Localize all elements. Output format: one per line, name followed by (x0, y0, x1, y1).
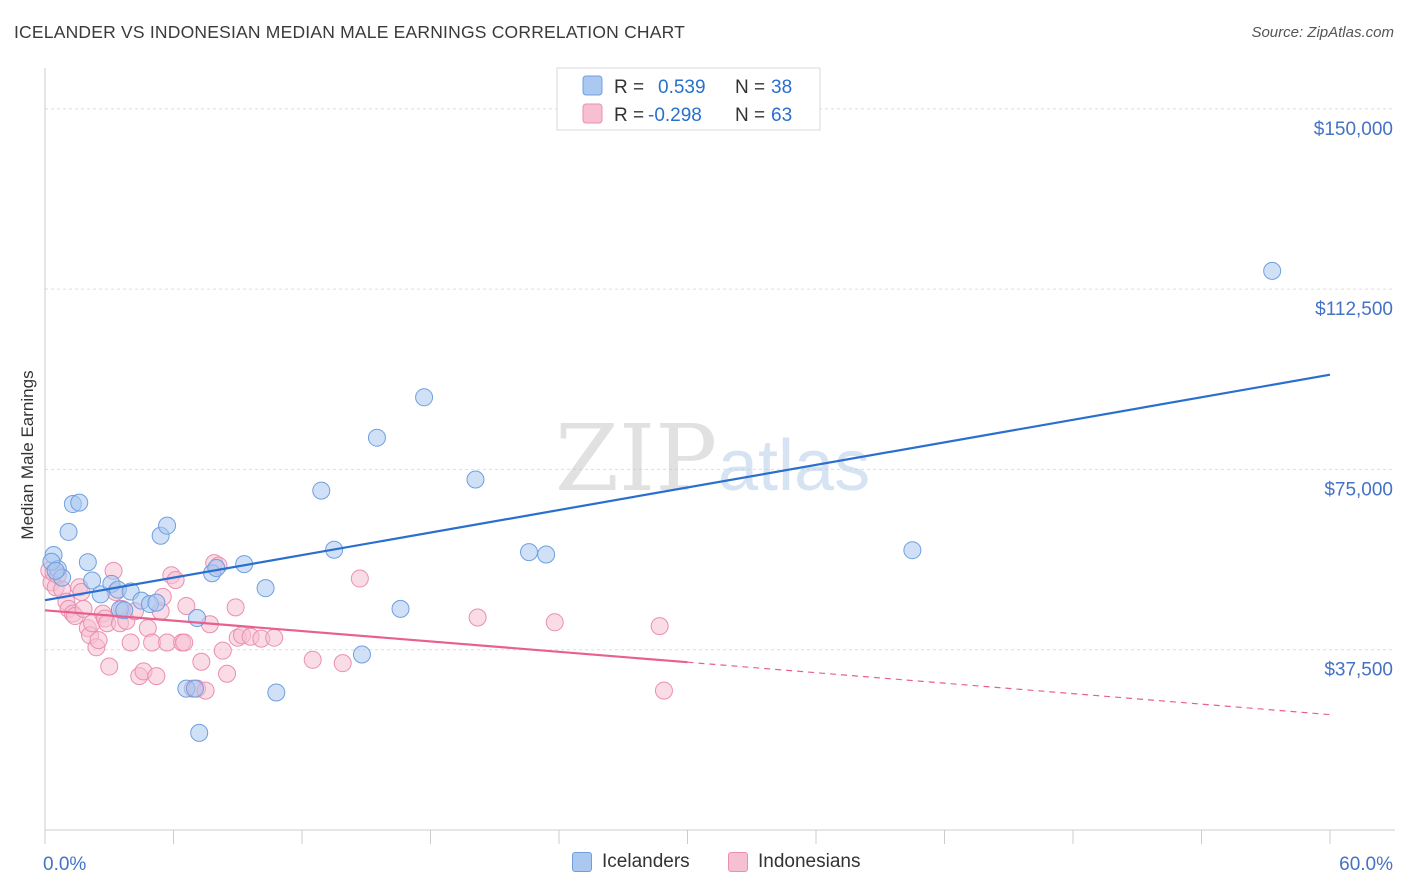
indonesians-trend-extension (687, 661, 1331, 716)
indonesian-point (175, 633, 194, 652)
icelander-point (537, 545, 556, 564)
icelander-point (267, 683, 286, 702)
bottom-legend: Icelanders Indonesians (0, 851, 1406, 877)
icelander-point (256, 579, 275, 598)
icelander-point (185, 679, 204, 698)
indonesian-point (177, 596, 196, 615)
indonesian-point (545, 613, 564, 632)
legend-item-icelanders: Icelanders (572, 851, 690, 873)
legend-swatch-indonesians (582, 103, 603, 124)
icelander-point (520, 543, 539, 562)
legend-r-value-2: -0.298 (648, 105, 702, 126)
x-tick-label: 60.0% (1339, 854, 1393, 875)
indonesian-point (654, 681, 673, 700)
icelander-point (115, 601, 134, 620)
icelander-point (46, 561, 65, 580)
watermark-zip: ZIP (555, 405, 717, 512)
indonesians-trend-line (44, 609, 688, 664)
icelander-point (78, 553, 97, 572)
labels-layer: $37,500 $75,000 $112,500 $150,000 0.0% 60.0% (43, 119, 1393, 875)
legend-n-value-2: 63 (771, 105, 792, 126)
y-tick-label: $37,500 (1324, 660, 1393, 681)
watermark: ZIP atlas (555, 405, 870, 512)
source-label: Source: ZipAtlas.com (1251, 24, 1394, 41)
indonesian-point (218, 664, 237, 683)
legend-n-label-2: N = (735, 105, 770, 126)
axes-layer (44, 68, 1395, 844)
x-tick-label: 0.0% (43, 854, 86, 875)
chart-title: ICELANDER VS INDONESIAN MEDIAN MALE EARN… (14, 22, 686, 42)
icelander-point (83, 571, 102, 590)
trend-layer (44, 373, 1331, 716)
legend-label-icelanders: Icelanders (602, 851, 690, 872)
icelander-point (1263, 261, 1282, 280)
indonesian-point (650, 617, 669, 636)
indonesian-point (89, 631, 108, 650)
y-tick-label: $75,000 (1324, 479, 1393, 500)
indonesians-swatch (728, 852, 748, 872)
icelander-point (70, 493, 89, 512)
y-axis-label: Median Male Earnings (18, 370, 37, 539)
legend-r-label-1: R = (614, 77, 649, 98)
legend-item-indonesians: Indonesians (728, 851, 860, 873)
icelander-point (352, 645, 371, 664)
icelander-point (190, 723, 209, 742)
icelanders-swatch (572, 852, 592, 872)
indonesian-point (226, 598, 245, 617)
indonesian-point (192, 652, 211, 671)
icelander-point (59, 522, 78, 541)
legend-r-value-1: 0.539 (658, 77, 706, 98)
indonesian-point (468, 608, 487, 627)
indonesian-point (158, 633, 177, 652)
grid-layer (45, 108, 1395, 651)
indonesian-point (213, 641, 232, 660)
icelanders-trend-line (44, 373, 1331, 602)
indonesian-point (143, 633, 162, 652)
legend-box: R = 0.539 N = 38 R = -0.298 N = 63 (556, 67, 821, 131)
legend-r-label-2: R = (614, 105, 649, 126)
legend-label-indonesians: Indonesians (758, 851, 861, 872)
icelander-point (391, 599, 410, 618)
y-tick-label: $150,000 (1314, 119, 1393, 140)
legend-swatch-icelanders (582, 75, 603, 96)
indonesian-point (350, 569, 369, 588)
icelander-point (466, 470, 485, 489)
indonesian-point (121, 633, 140, 652)
indonesian-point (100, 657, 119, 676)
indonesian-point (303, 650, 322, 669)
indonesian-point (265, 628, 284, 647)
legend-n-value-1: 38 (771, 77, 792, 98)
legend-n-label-1: N = (735, 77, 770, 98)
icelander-point (415, 388, 434, 407)
icelander-point (147, 593, 166, 612)
icelander-point (903, 541, 922, 560)
indonesian-point (147, 667, 166, 686)
icelander-point (158, 516, 177, 535)
indonesian-point (333, 654, 352, 673)
indonesian-point (166, 571, 185, 589)
icelander-point (312, 481, 331, 500)
watermark-atlas: atlas (718, 426, 870, 506)
y-tick-label: $112,500 (1315, 299, 1393, 320)
icelander-point (367, 428, 386, 447)
